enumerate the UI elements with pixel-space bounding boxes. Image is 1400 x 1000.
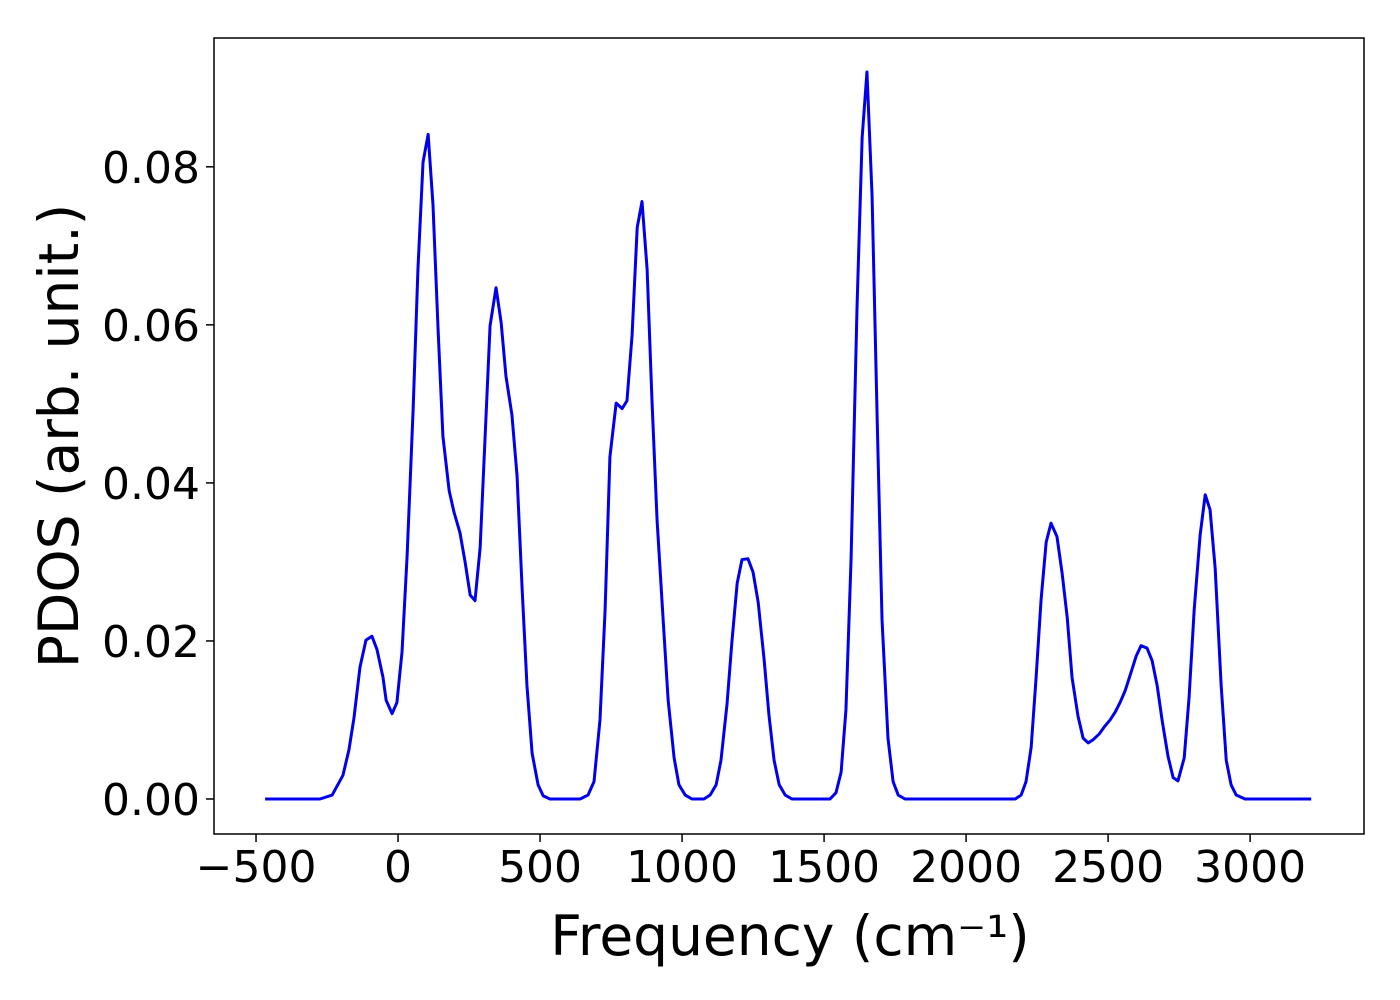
y-tick-label: 0.02 bbox=[102, 617, 200, 668]
y-tick-label: 0.08 bbox=[102, 143, 200, 194]
x-tick-label: 1500 bbox=[768, 842, 880, 893]
plot-frame bbox=[213, 37, 1365, 835]
y-tick-label: 0.04 bbox=[102, 459, 200, 510]
x-tick-label: 1000 bbox=[626, 842, 738, 893]
y-tick-label: 0.00 bbox=[102, 775, 200, 826]
x-tick-label: −500 bbox=[196, 842, 317, 893]
y-axis-label: PDOS (arb. unit.) bbox=[27, 204, 91, 668]
data-line bbox=[265, 70, 1312, 801]
y-tick-label: 0.06 bbox=[102, 301, 200, 352]
x-axis-label: Frequency (cm⁻¹) bbox=[550, 904, 1029, 968]
x-tick-label: 500 bbox=[498, 842, 582, 893]
x-tick-label: 3000 bbox=[1194, 842, 1306, 893]
x-tick-label: 2500 bbox=[1052, 842, 1164, 893]
x-tick-label: 0 bbox=[384, 842, 412, 893]
x-tick-label: 2000 bbox=[910, 842, 1022, 893]
